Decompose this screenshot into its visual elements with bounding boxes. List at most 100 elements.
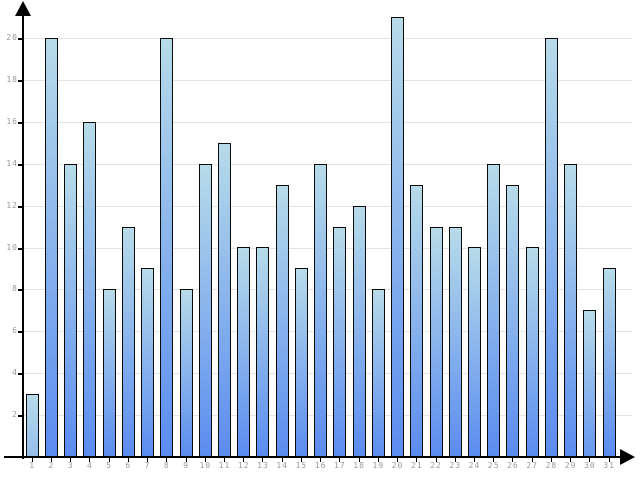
y-axis-line bbox=[22, 8, 24, 459]
y-tick-label: 20 bbox=[6, 33, 18, 42]
x-tick-mark bbox=[204, 458, 206, 462]
gridline bbox=[23, 415, 632, 416]
y-tick-mark bbox=[18, 121, 23, 124]
x-tick-mark bbox=[435, 458, 437, 462]
x-tick-label: 19 bbox=[372, 461, 385, 470]
x-tick-mark bbox=[108, 458, 110, 462]
y-tick-mark bbox=[18, 205, 23, 208]
y-tick-mark bbox=[18, 414, 23, 417]
x-tick-mark bbox=[531, 458, 533, 462]
x-tick-label: 22 bbox=[430, 461, 442, 470]
gridline bbox=[23, 122, 632, 123]
x-tick-mark bbox=[50, 458, 52, 462]
bar bbox=[44, 38, 58, 457]
x-tick-label: 20 bbox=[391, 461, 404, 470]
bar bbox=[141, 268, 155, 457]
x-tick-label: 15 bbox=[295, 461, 308, 470]
x-tick-label: 1 bbox=[29, 461, 36, 470]
y-axis-arrow-icon bbox=[15, 1, 31, 16]
bar bbox=[121, 227, 135, 457]
y-tick-mark bbox=[18, 37, 23, 40]
x-tick-mark bbox=[473, 458, 475, 462]
x-tick-mark bbox=[89, 458, 91, 462]
y-tick-label: 12 bbox=[6, 201, 18, 210]
x-tick-mark bbox=[358, 458, 360, 462]
y-tick-mark bbox=[18, 288, 23, 291]
x-tick-label: 13 bbox=[257, 461, 269, 470]
bar bbox=[602, 268, 616, 457]
x-tick-mark bbox=[166, 458, 168, 462]
x-tick-mark bbox=[397, 458, 399, 462]
x-tick-label: 7 bbox=[144, 461, 151, 470]
x-tick-mark bbox=[339, 458, 341, 462]
x-tick-label: 24 bbox=[468, 461, 481, 470]
bar bbox=[352, 206, 366, 457]
bar bbox=[544, 38, 558, 457]
x-tick-mark bbox=[147, 458, 149, 462]
x-tick-label: 2 bbox=[48, 461, 55, 470]
bar bbox=[64, 164, 78, 457]
x-tick-mark bbox=[185, 458, 187, 462]
bar bbox=[218, 143, 231, 457]
gridline bbox=[23, 331, 632, 332]
x-tick-label: 27 bbox=[526, 461, 538, 470]
bar bbox=[487, 164, 501, 457]
x-tick-mark bbox=[550, 458, 552, 462]
y-tick-label: 16 bbox=[6, 117, 18, 126]
y-tick-mark bbox=[18, 247, 23, 250]
y-tick-label: 2 bbox=[12, 410, 18, 419]
bar bbox=[179, 289, 193, 457]
gridline bbox=[23, 289, 632, 290]
x-tick-label: 16 bbox=[314, 461, 327, 470]
x-tick-label: 5 bbox=[106, 461, 113, 470]
x-tick-label: 17 bbox=[334, 461, 346, 470]
x-tick-mark bbox=[127, 458, 129, 462]
bar bbox=[525, 247, 539, 457]
bar bbox=[314, 164, 328, 457]
x-tick-mark bbox=[589, 458, 591, 462]
y-tick-label: 14 bbox=[6, 159, 18, 168]
y-tick-label: 8 bbox=[12, 284, 18, 293]
x-tick-mark bbox=[243, 458, 245, 462]
x-tick-label: 31 bbox=[603, 461, 615, 470]
bar bbox=[429, 227, 443, 457]
x-tick-mark bbox=[262, 458, 264, 462]
x-tick-label: 3 bbox=[67, 461, 74, 470]
x-tick-label: 23 bbox=[449, 461, 462, 470]
x-tick-mark bbox=[608, 458, 610, 462]
bar bbox=[275, 185, 289, 457]
x-tick-label: 21 bbox=[410, 461, 423, 470]
x-tick-label: 25 bbox=[487, 461, 500, 470]
x-axis-line bbox=[4, 456, 622, 458]
x-tick-mark bbox=[416, 458, 418, 462]
x-tick-mark bbox=[281, 458, 283, 462]
x-tick-label: 26 bbox=[507, 461, 519, 470]
gridline bbox=[23, 206, 632, 207]
y-tick-label: 10 bbox=[6, 243, 18, 252]
x-tick-mark bbox=[493, 458, 495, 462]
y-tick-label: 6 bbox=[12, 326, 18, 335]
gridline bbox=[23, 248, 632, 249]
x-tick-label: 6 bbox=[125, 461, 132, 470]
x-tick-label: 14 bbox=[276, 461, 288, 470]
bar bbox=[564, 164, 578, 457]
x-axis-arrow-icon bbox=[620, 449, 635, 465]
x-tick-label: 11 bbox=[218, 461, 231, 470]
gridline bbox=[23, 38, 632, 39]
x-tick-label: 12 bbox=[237, 461, 250, 470]
bar bbox=[467, 247, 481, 457]
gridline bbox=[23, 164, 632, 165]
bar bbox=[294, 268, 308, 457]
bar bbox=[506, 185, 520, 457]
y-tick-mark bbox=[18, 163, 23, 166]
bar bbox=[583, 310, 597, 457]
y-tick-mark bbox=[18, 330, 23, 333]
bar bbox=[198, 164, 212, 457]
bar bbox=[83, 122, 97, 457]
x-tick-mark bbox=[570, 458, 572, 462]
bar bbox=[371, 289, 385, 457]
bar bbox=[333, 227, 347, 457]
x-tick-label: 9 bbox=[183, 461, 189, 470]
bar bbox=[102, 289, 116, 457]
